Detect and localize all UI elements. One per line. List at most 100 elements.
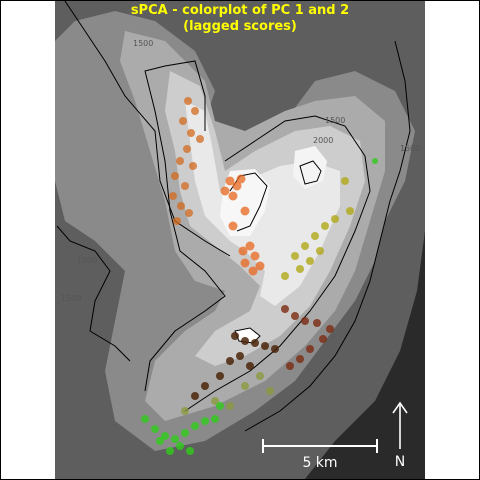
point xyxy=(220,186,230,196)
brown-cluster-south xyxy=(191,332,279,400)
contour-line-1000-west xyxy=(56,225,131,362)
point xyxy=(301,317,309,325)
point xyxy=(321,222,329,230)
point xyxy=(211,397,219,405)
point xyxy=(181,407,189,415)
olive-green-cluster xyxy=(181,372,274,415)
contour-line-1500-outer xyxy=(144,60,226,392)
contour-label-1000-a: 1000 xyxy=(77,256,97,265)
olive-cluster-east xyxy=(281,177,354,280)
point xyxy=(169,192,177,200)
map-title: sPCA - colorplot of PC 1 and 2 xyxy=(130,3,350,18)
point xyxy=(226,402,234,410)
point xyxy=(232,181,242,191)
point xyxy=(189,162,197,170)
contour-line-1000-north xyxy=(64,1,231,257)
point xyxy=(179,117,187,125)
point xyxy=(281,272,289,280)
point xyxy=(281,305,289,313)
point xyxy=(187,129,195,137)
point xyxy=(186,447,194,455)
orange-cluster-northwest xyxy=(169,97,204,225)
point xyxy=(331,215,339,223)
point xyxy=(173,217,181,225)
north-arrow-icon xyxy=(392,401,408,449)
contour-label-1500-d: 1500 xyxy=(133,39,153,48)
dark-red-cluster-south xyxy=(281,305,334,370)
point xyxy=(372,158,378,164)
point xyxy=(156,437,164,445)
terrain-peak-center xyxy=(220,169,270,236)
scale-bar-label: 5 km xyxy=(302,455,337,471)
contour-line-1500-east xyxy=(244,40,411,432)
terrain-map: 1000 1500 1500 1500 1500 2000 xyxy=(55,1,425,479)
point xyxy=(228,221,238,231)
point xyxy=(313,319,321,327)
point xyxy=(141,415,149,423)
orange-cluster-center xyxy=(220,174,265,276)
point xyxy=(201,417,209,425)
point xyxy=(346,207,354,215)
point xyxy=(231,332,239,340)
point xyxy=(261,342,269,350)
point xyxy=(246,362,254,370)
spca-points xyxy=(141,97,378,455)
contour-line-2000-east xyxy=(299,160,322,185)
point xyxy=(171,435,179,443)
point xyxy=(251,339,259,347)
point xyxy=(216,372,224,380)
point xyxy=(201,382,209,390)
point xyxy=(311,232,319,240)
point xyxy=(185,209,193,217)
point xyxy=(196,135,204,143)
point xyxy=(161,432,169,440)
point xyxy=(248,266,258,276)
point xyxy=(306,345,314,353)
point xyxy=(255,261,265,271)
point xyxy=(181,182,189,190)
point xyxy=(176,157,184,165)
point xyxy=(166,447,174,455)
point xyxy=(266,387,274,395)
point xyxy=(216,402,224,410)
point xyxy=(271,345,279,353)
point xyxy=(236,352,244,360)
point xyxy=(191,107,199,115)
point xyxy=(238,246,248,256)
point xyxy=(177,202,185,210)
point xyxy=(250,251,260,261)
point xyxy=(241,382,249,390)
point xyxy=(240,206,250,216)
point xyxy=(245,241,255,251)
contour-label-1500-b: 1500 xyxy=(400,144,420,153)
point xyxy=(226,357,234,365)
terrain-dark-southeast xyxy=(305,231,425,479)
point xyxy=(191,422,199,430)
point xyxy=(241,337,249,345)
scale-bar xyxy=(262,439,378,453)
point xyxy=(326,325,334,333)
north-arrow-label: N xyxy=(395,454,405,470)
point xyxy=(228,191,238,201)
point xyxy=(240,258,250,268)
point xyxy=(184,97,192,105)
point xyxy=(306,257,314,265)
green-cluster-southwest xyxy=(141,158,378,455)
point xyxy=(191,392,199,400)
point xyxy=(319,335,327,343)
point xyxy=(291,312,299,320)
point xyxy=(301,242,309,250)
contour-label-2000-a: 2000 xyxy=(313,136,333,145)
point xyxy=(296,355,304,363)
point xyxy=(225,176,235,186)
point xyxy=(316,247,324,255)
point xyxy=(176,442,184,450)
point xyxy=(296,265,304,273)
contour-label-1500-a: 1500 xyxy=(325,116,345,125)
contour-line-1500-ridge xyxy=(184,115,371,412)
point xyxy=(256,372,264,380)
contour-label-1500-c: 1500 xyxy=(61,294,81,303)
point xyxy=(286,362,294,370)
point xyxy=(211,415,219,423)
point xyxy=(236,174,246,184)
